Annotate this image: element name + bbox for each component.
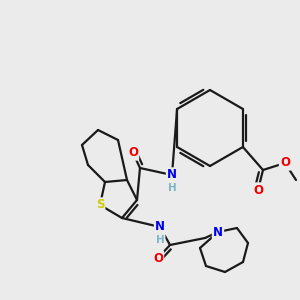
Text: H: H — [168, 183, 176, 193]
Text: N: N — [155, 220, 165, 233]
Text: O: O — [128, 146, 138, 160]
Text: O: O — [253, 184, 263, 196]
Text: H: H — [156, 235, 164, 245]
Text: N: N — [213, 226, 223, 238]
Text: N: N — [167, 169, 177, 182]
Text: O: O — [280, 157, 290, 169]
Text: O: O — [153, 251, 163, 265]
Text: S: S — [96, 199, 104, 212]
